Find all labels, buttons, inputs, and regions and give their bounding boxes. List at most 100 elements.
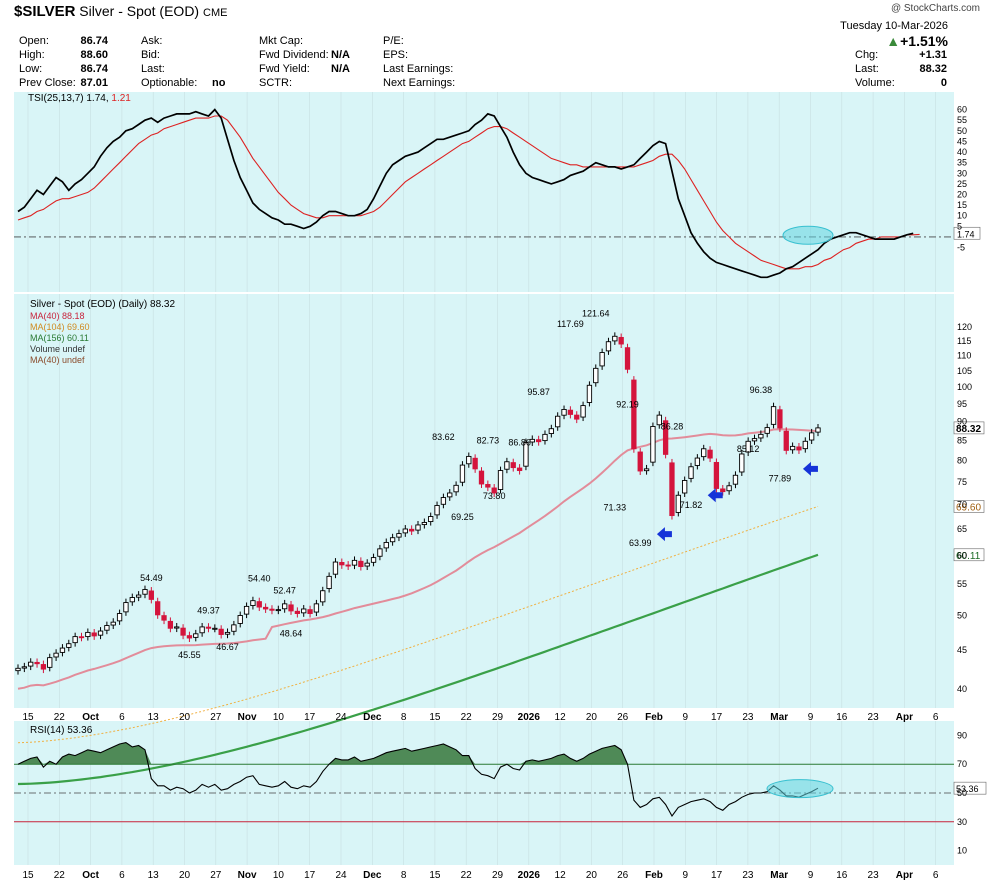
candle-body [205,626,212,629]
candle-body [180,627,186,636]
candle-body [339,562,345,566]
optionable-label: Optionable: [141,77,198,89]
price-y-tick: 115 [957,336,971,346]
x-axis-label: 15 [429,712,441,723]
tsi-last-label: 1.74 [957,229,975,239]
last-label: Last: [141,63,165,75]
candle-body [701,448,707,458]
candle-body [396,533,402,538]
next-earnings-label: Next Earnings: [383,77,456,89]
candle-body [459,464,466,483]
candle-body [751,438,758,442]
price-title: Silver - Spot (EOD) (Daily) 88.32 [30,299,175,310]
candle-body [529,438,535,443]
candle-body [409,528,415,532]
pe-label: P/E: [383,35,404,47]
x-axis-label: 6 [119,870,125,881]
x-axis-label: 17 [711,870,723,881]
candle-body [447,492,453,498]
blue-arrow-icon [707,488,723,503]
open-value: 86.74 [80,35,108,47]
high-value: 88.60 [80,49,108,61]
candle-body [345,564,351,567]
annotation-ellipse [782,225,834,245]
price-annotation: 45.55 [178,650,201,660]
price-annotation: 73.80 [483,491,506,501]
x-axis-label: Dec [363,870,382,881]
candle-body [167,620,174,629]
x-axis-label: Nov [238,712,257,723]
price-value-label: 60.11 [956,551,981,562]
price-annotation: 96.38 [750,385,773,395]
candle-body [688,466,694,479]
x-axis-label: 10 [273,870,285,881]
x-axis-label: 23 [742,870,754,881]
candle-body [59,647,66,653]
candle-body [47,657,53,668]
candle-body [15,667,21,672]
candle-body [745,440,751,453]
candle-body [135,594,142,598]
x-axis-label: 17 [304,712,316,723]
price-annotation: 92.19 [616,400,639,410]
x-axis-label: 20 [586,712,598,723]
candle-body [116,613,123,622]
candle-body [313,603,320,613]
fwd-dividend-label: Fwd Dividend: [259,49,329,61]
prev-close-value: 87.01 [80,77,108,89]
candle-body [637,451,643,472]
eps-label: EPS: [383,49,409,61]
candle-body [466,455,472,465]
x-axis-label: 24 [335,712,347,723]
price-annotation: 83.62 [432,432,455,442]
open-label: Open: [19,35,49,47]
ma156-line [17,553,819,786]
candle-body [351,559,358,566]
candle-body [275,609,281,612]
rsi-last-box [953,781,987,795]
candle-body [91,632,97,637]
fwd-yield-label: Fwd Yield: [259,63,310,75]
candle-body [224,631,231,635]
candle-body [758,433,764,439]
price-y-tick: 95 [957,399,967,409]
x-axis-label: 20 [179,870,191,881]
optionable-value: no [212,77,226,89]
candle-body [535,439,542,443]
candle-body [796,446,802,451]
price-value-box [953,548,985,562]
candle-body [212,627,218,630]
candle-body [218,628,224,635]
legend-ma104: MA(104) 69.60 [30,322,90,332]
tsi-y-tick: -5 [957,243,965,253]
candle-body [682,480,688,494]
x-axis-label: 13 [148,712,160,723]
symbol[interactable]: $SILVER [14,3,76,20]
candle-body [713,461,720,489]
price-annotation: 117.69 [557,319,584,329]
price-y-tick: 80 [957,456,967,466]
tsi-y-tick: 35 [957,158,967,168]
x-axis-label: 15 [22,870,34,881]
candle-body [301,608,307,614]
price-annotation: 85.12 [737,444,760,454]
price-y-tick: 50 [957,611,967,621]
fwd-dividend-value: N/A [331,49,350,61]
candle-body [269,608,275,611]
candle-body [631,379,637,450]
rsi-y-tick: 30 [957,817,967,827]
candle-body [40,664,47,670]
candle-body [332,561,339,575]
blue-arrow-icon [802,461,818,476]
x-axis-label: 6 [933,712,939,723]
price-y-tick: 120 [957,322,972,332]
price-y-tick: 40 [957,684,967,694]
candle-body [28,661,34,667]
candle-body [72,636,78,644]
candle-body [472,457,478,470]
price-y-tick: 55 [957,579,967,589]
price-y-tick: 60 [957,550,967,560]
candle-body [389,537,396,543]
candle-body [815,427,821,433]
